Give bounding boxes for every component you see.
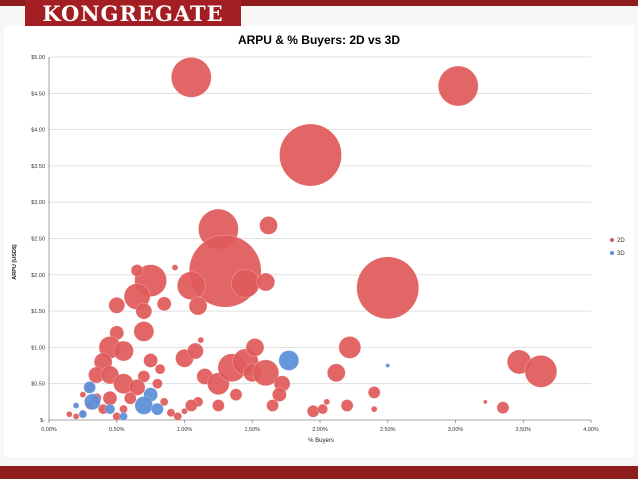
x-tick-label: 2.00% [312,427,328,433]
bubble-2d [66,410,73,418]
x-tick-label: 3.50% [515,427,531,433]
y-tick-label: $1.00 [31,345,45,351]
bubble-2d [279,123,342,187]
bubble-2d [323,398,331,406]
kongregate-logo: KONGREGATE [25,0,241,26]
bubble-2d [173,412,183,421]
bubble-3d [278,350,300,371]
y-tick-label: $1.50 [31,309,45,315]
bubble-2d [356,256,420,320]
bubble-3d [83,381,96,394]
legend-label-2d: 2D [617,238,625,244]
x-tick-label: 1.00% [177,427,193,433]
bubble-3d [72,402,80,409]
x-tick-label: 4.00% [583,427,599,433]
bubble-3d [134,396,154,415]
legend: 2D 3D [610,238,625,257]
y-tick-labels: $- $0.50 $1.00 $1.50 $2.00 $2.50 $3.00 $3.50 $4.… [31,55,45,424]
bottom-accent-bar [0,466,638,479]
bubble-2d [188,296,208,316]
bubble-2d [152,378,163,390]
y-tick-label: $0.50 [31,382,45,388]
x-tick-label: 2.50% [380,427,396,433]
y-tick-label: $2.50 [31,237,45,243]
bubble-2d [128,379,146,396]
bubble-2d [326,363,346,383]
bubble-2d [524,355,558,388]
chart-title: ARPU & % Buyers: 2D vs 3D [238,33,400,47]
y-tick-label: $3.00 [31,200,45,206]
bubble-3d [119,412,128,421]
legend-label-3d: 3D [617,251,625,257]
bubble-2d [181,407,188,415]
x-tick-labels: 0.00% 0.50% 1.00% 1.50% 2.00% 2.50% 3.00% 3.50%… [41,427,599,433]
bubble-2d [437,65,479,107]
bubble-2d [119,404,128,414]
bubble-2d [229,388,243,401]
bubble-2d [256,272,276,292]
bubble-2d [154,363,166,375]
legend-marker-3d [610,251,614,255]
legend-marker-2d [610,238,614,242]
bubble-2d [184,399,198,412]
bubble-2d [212,399,225,412]
x-tick-label: 1.50% [244,427,260,433]
chart-card: ARPU & % Buyers: 2D vs 3D ARPU (USD$) % … [4,26,634,457]
bubble-2d [306,404,320,418]
y-tick-label: $3.50 [31,164,45,170]
bubble-2d [171,264,179,271]
bubble-3d [151,402,164,416]
bubble-2d [108,296,126,314]
x-tick-label: 3.00% [448,427,464,433]
logo-text: KONGREGATE [42,1,224,26]
bubble-2d [79,391,87,398]
bubble-2d [340,399,354,412]
bubble-2d [176,271,206,300]
bubble-2d [338,336,362,359]
bubble-2d [133,321,155,342]
bubble-2d [170,57,212,98]
bubble-chart: ARPU & % Buyers: 2D vs 3D ARPU (USD$) % … [12,33,625,444]
bubble-2d [72,413,80,420]
bubble-3d [78,409,88,419]
x-axis-label: % Buyers [308,438,334,444]
top-accent-bar [0,0,638,6]
bubble-2d [245,338,265,357]
bubble-3d [104,403,116,415]
bubble-2d [259,216,278,235]
bubble-2d [166,408,176,418]
bubble-2d [317,403,329,415]
bubble-2d [137,370,151,383]
bubble-2d [143,353,158,368]
y-tick-label: $2.00 [31,273,45,279]
x-tick-label: 0.00% [41,427,57,433]
bubble-3d [84,393,101,411]
bubble-2d [496,401,510,414]
bubble-2d [130,264,144,277]
bubble-2d [187,342,204,360]
bubble-2d [102,390,118,406]
y-tick-label: $5.00 [31,55,45,61]
bubble-2d [252,359,280,387]
bubble-2d [231,269,260,298]
bubble-layer [66,57,558,421]
bubble-3d [385,363,391,368]
bubble-2d [266,399,279,412]
y-axis-label: ARPU (USD$) [12,244,18,280]
y-tick-label: $4.50 [31,91,45,97]
bubble-2d [197,336,205,344]
bubble-2d [135,302,153,320]
bubble-2d [113,340,134,362]
bubble-2d [159,397,169,407]
y-tick-label: $- [40,418,45,424]
bubble-2d [367,386,381,399]
bubble-2d [370,405,378,413]
bubble-2d [483,399,488,405]
bubble-2d [272,387,287,402]
x-tick-label: 0.50% [109,427,125,433]
bubble-2d [156,296,172,312]
y-tick-label: $4.00 [31,128,45,134]
bubble-2d [124,391,137,405]
